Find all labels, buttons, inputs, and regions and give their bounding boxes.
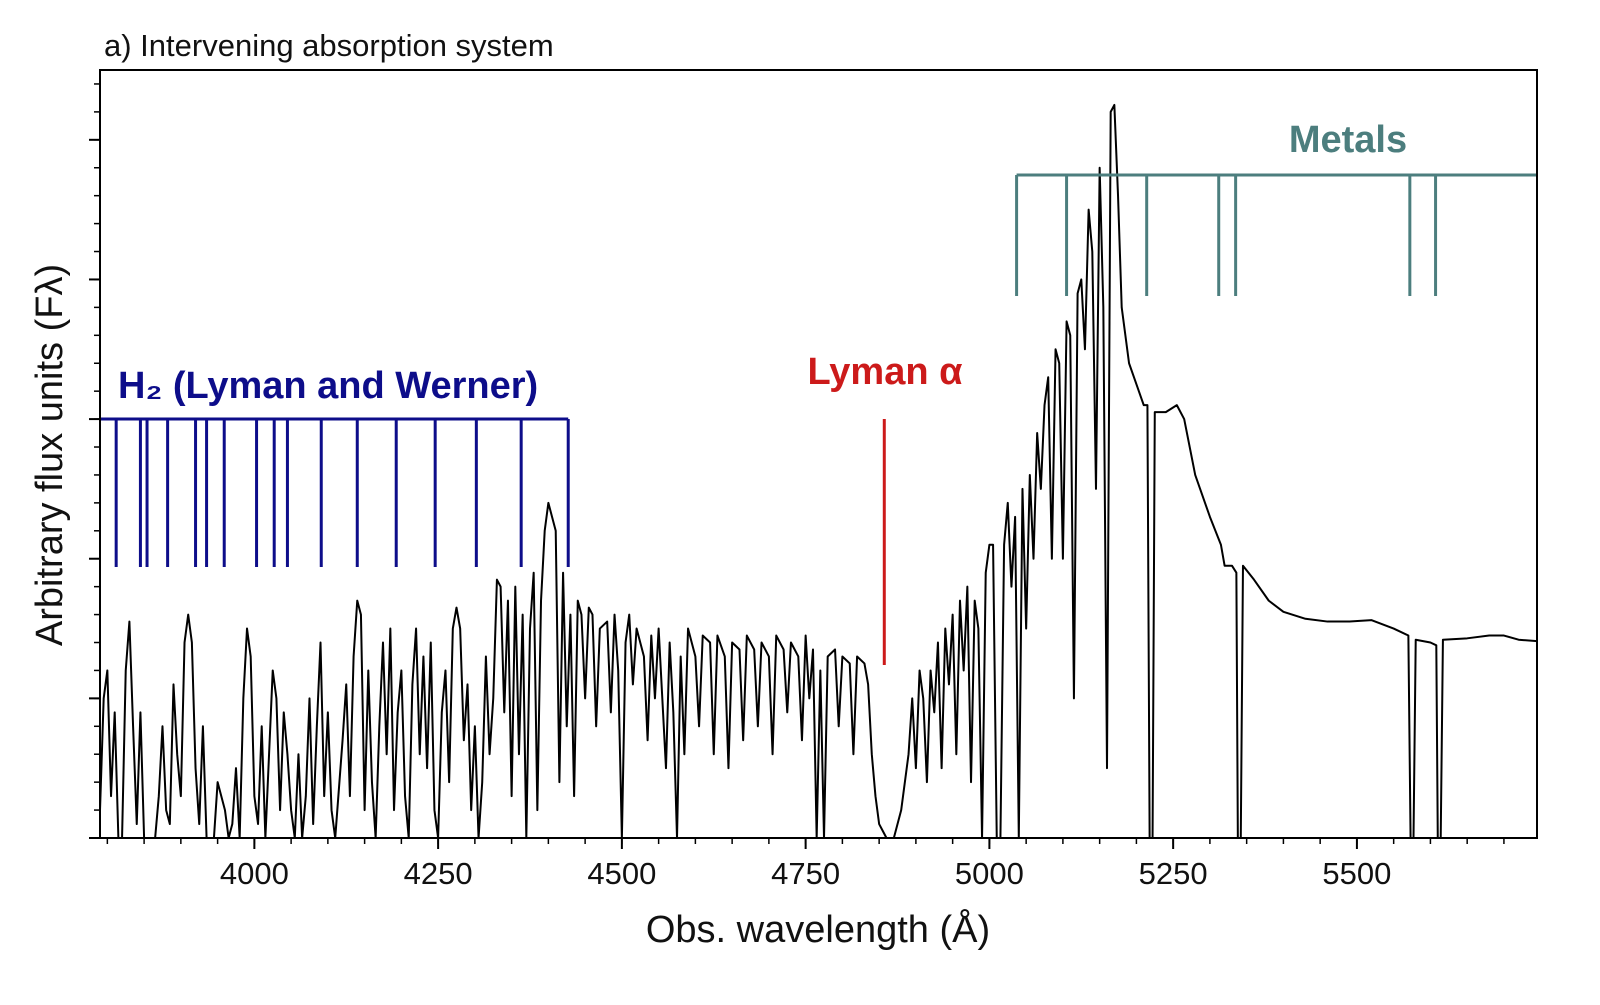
x-tick-label: 5250 bbox=[1139, 856, 1208, 891]
x-tick-label: 5000 bbox=[955, 856, 1024, 891]
marker-label: H₂ (Lyman and Werner) bbox=[118, 365, 538, 407]
marker-label: Lyman α bbox=[808, 351, 963, 393]
spectrum-line bbox=[99, 103, 1538, 839]
x-tick-label: 5500 bbox=[1322, 856, 1391, 891]
x-tick-label: 4750 bbox=[771, 856, 840, 891]
marker-label: Metals bbox=[1289, 119, 1407, 161]
y-axis-label: Arbitrary flux units (Fλ) bbox=[29, 264, 71, 646]
x-tick-label: 4500 bbox=[587, 856, 656, 891]
x-tick-label: 4250 bbox=[404, 856, 473, 891]
x-tick-label: 4000 bbox=[220, 856, 289, 891]
x-axis-label: Obs. wavelength (Å) bbox=[646, 907, 990, 951]
plot-frame bbox=[99, 69, 1538, 839]
chart-title: a) Intervening absorption system bbox=[104, 28, 554, 63]
